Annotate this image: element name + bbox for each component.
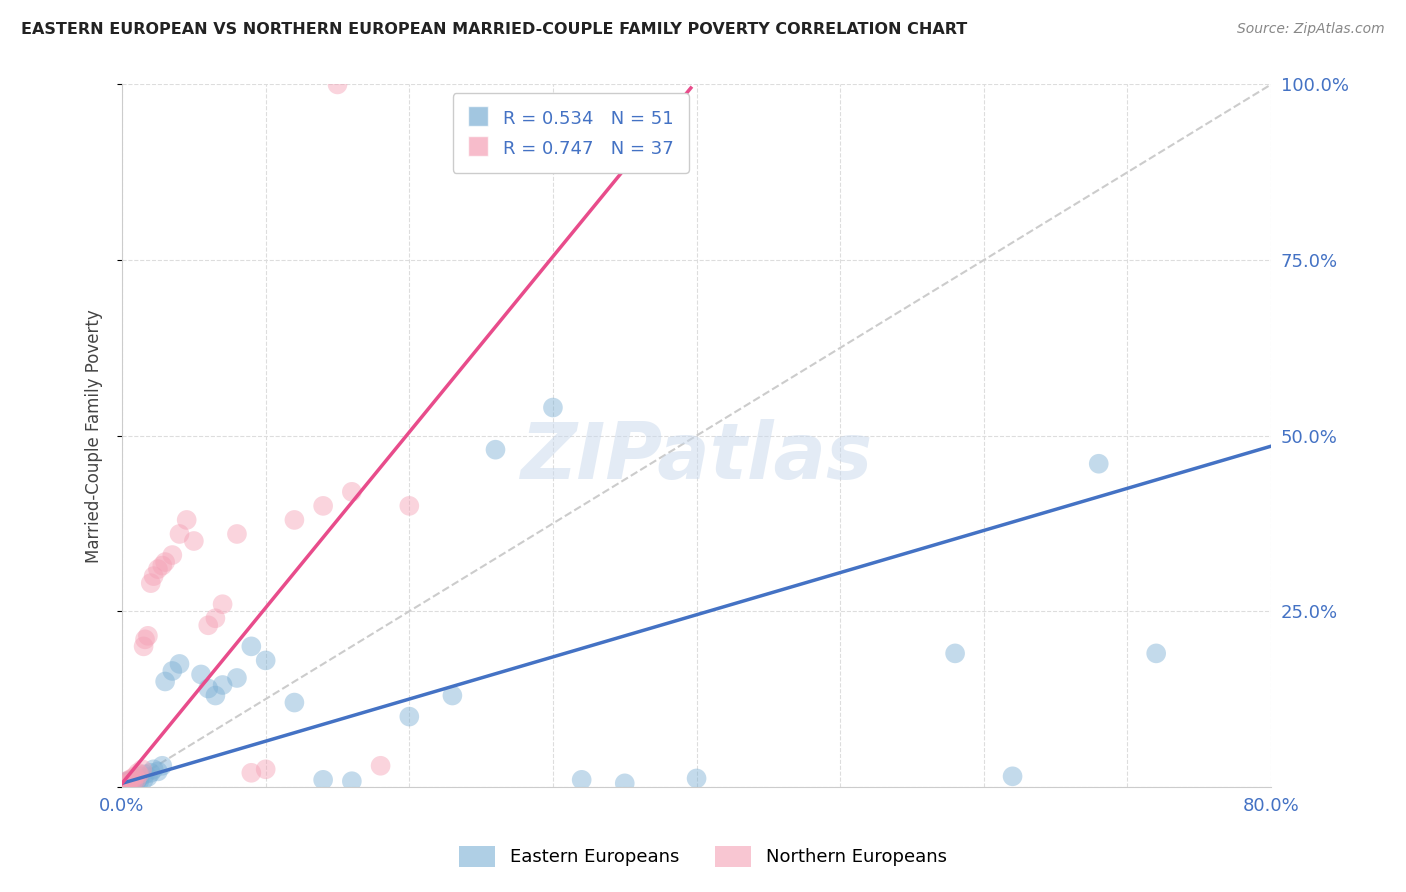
Point xyxy=(226,671,249,685)
Text: EASTERN EUROPEAN VS NORTHERN EUROPEAN MARRIED-COUPLE FAMILY POVERTY CORRELATION : EASTERN EUROPEAN VS NORTHERN EUROPEAN MA… xyxy=(21,22,967,37)
Point xyxy=(197,681,219,696)
Point xyxy=(204,689,226,703)
Point xyxy=(340,774,363,789)
Point xyxy=(122,774,145,789)
Point xyxy=(127,772,149,786)
Point xyxy=(150,558,173,573)
Point xyxy=(131,762,153,776)
Point xyxy=(120,777,142,791)
Point xyxy=(142,569,165,583)
Point xyxy=(1001,769,1024,783)
Point xyxy=(124,774,146,789)
Point xyxy=(112,778,135,792)
Point xyxy=(254,762,277,776)
Point xyxy=(136,770,159,784)
Point xyxy=(162,664,184,678)
Point xyxy=(183,534,205,549)
Point xyxy=(226,527,249,541)
Point xyxy=(124,777,146,791)
Point xyxy=(441,689,464,703)
Point xyxy=(571,772,593,787)
Point xyxy=(146,764,169,779)
Point xyxy=(1087,457,1109,471)
Point xyxy=(132,640,155,654)
Point xyxy=(134,632,156,647)
Point xyxy=(943,646,966,660)
Point xyxy=(114,776,136,790)
Point xyxy=(128,767,150,781)
Point xyxy=(115,775,138,789)
Point xyxy=(139,576,162,591)
Point xyxy=(142,762,165,776)
Point xyxy=(204,611,226,625)
Point xyxy=(340,484,363,499)
Point xyxy=(150,758,173,772)
Point xyxy=(120,775,142,789)
Point xyxy=(541,401,564,415)
Point xyxy=(190,667,212,681)
Point xyxy=(121,775,143,789)
Point xyxy=(484,442,506,457)
Text: Source: ZipAtlas.com: Source: ZipAtlas.com xyxy=(1237,22,1385,37)
Point xyxy=(115,777,138,791)
Point xyxy=(132,772,155,787)
Point xyxy=(312,499,335,513)
Point xyxy=(117,779,139,793)
Y-axis label: Married-Couple Family Poverty: Married-Couple Family Poverty xyxy=(86,309,103,563)
Point xyxy=(121,778,143,792)
Point xyxy=(134,767,156,781)
Point xyxy=(169,527,191,541)
Point xyxy=(117,774,139,789)
Point xyxy=(398,499,420,513)
Legend: R = 0.534   N = 51, R = 0.747   N = 37: R = 0.534 N = 51, R = 0.747 N = 37 xyxy=(453,94,689,173)
Point xyxy=(117,777,139,791)
Point xyxy=(125,772,148,787)
Point xyxy=(398,709,420,723)
Point xyxy=(114,778,136,792)
Point xyxy=(1144,646,1167,660)
Point xyxy=(254,653,277,667)
Point xyxy=(685,772,707,786)
Point xyxy=(139,765,162,780)
Point xyxy=(118,775,141,789)
Point xyxy=(283,513,305,527)
Text: ZIPatlas: ZIPatlas xyxy=(520,418,873,495)
Point xyxy=(129,769,152,783)
Point xyxy=(120,773,142,788)
Point xyxy=(326,78,349,92)
Point xyxy=(176,513,198,527)
Point xyxy=(118,772,141,787)
Point xyxy=(115,774,138,789)
Point xyxy=(153,555,176,569)
Point xyxy=(128,774,150,789)
Point xyxy=(146,562,169,576)
Point xyxy=(283,696,305,710)
Point xyxy=(118,778,141,792)
Point xyxy=(169,657,191,671)
Point xyxy=(370,758,392,772)
Point xyxy=(613,776,636,790)
Legend: Eastern Europeans, Northern Europeans: Eastern Europeans, Northern Europeans xyxy=(451,838,955,874)
Point xyxy=(153,674,176,689)
Point xyxy=(162,548,184,562)
Point xyxy=(122,776,145,790)
Point xyxy=(124,769,146,783)
Point xyxy=(122,772,145,787)
Point xyxy=(240,640,263,654)
Point xyxy=(240,765,263,780)
Point xyxy=(211,597,233,611)
Point xyxy=(136,629,159,643)
Point xyxy=(127,765,149,780)
Point xyxy=(312,772,335,787)
Point xyxy=(112,776,135,790)
Point xyxy=(211,678,233,692)
Point xyxy=(197,618,219,632)
Point xyxy=(121,772,143,786)
Point xyxy=(125,775,148,789)
